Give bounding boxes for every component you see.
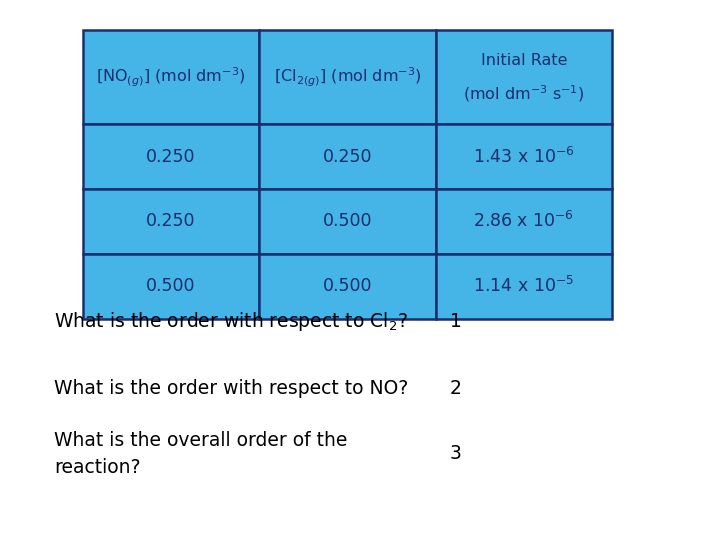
- Text: 1: 1: [450, 312, 462, 331]
- Text: 0.250: 0.250: [323, 147, 372, 166]
- Text: 2: 2: [450, 379, 462, 399]
- Text: 0.500: 0.500: [146, 277, 196, 295]
- Text: 0.250: 0.250: [146, 147, 196, 166]
- Text: 3: 3: [450, 444, 462, 463]
- Text: Initial Rate: Initial Rate: [480, 53, 567, 68]
- Text: 0.500: 0.500: [323, 212, 372, 231]
- Text: 0.250: 0.250: [146, 212, 196, 231]
- Text: 1.43 x 10$^{-6}$: 1.43 x 10$^{-6}$: [473, 146, 575, 167]
- Text: (mol dm$^{-3}$ s$^{-1}$): (mol dm$^{-3}$ s$^{-1}$): [463, 83, 585, 104]
- Text: 1.14 x 10$^{-5}$: 1.14 x 10$^{-5}$: [473, 276, 575, 296]
- Text: [NO$_{(g)}$] (mol dm$^{-3}$): [NO$_{(g)}$] (mol dm$^{-3}$): [96, 65, 246, 89]
- Text: 0.500: 0.500: [323, 277, 372, 295]
- Text: What is the order with respect to Cl$_2$?: What is the order with respect to Cl$_2$…: [54, 310, 408, 333]
- Text: [Cl$_{2(g)}$] (mol dm$^{-3}$): [Cl$_{2(g)}$] (mol dm$^{-3}$): [274, 65, 421, 89]
- Text: 2.86 x 10$^{-6}$: 2.86 x 10$^{-6}$: [473, 211, 575, 232]
- Text: What is the order with respect to NO?: What is the order with respect to NO?: [54, 379, 408, 399]
- Text: reaction?: reaction?: [54, 457, 140, 477]
- Text: What is the overall order of the: What is the overall order of the: [54, 430, 347, 450]
